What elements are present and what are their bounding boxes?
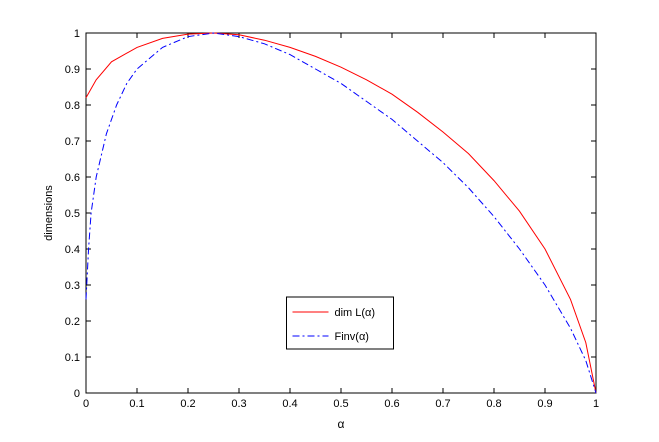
x-tick-label: 0.3	[231, 398, 246, 410]
y-tick-label: 0	[74, 388, 80, 400]
x-tick-label: 0.5	[333, 398, 348, 410]
x-tick-label: 0.7	[435, 398, 450, 410]
y-tick-label: 1	[74, 28, 80, 40]
legend-label: Finv(α)	[335, 331, 369, 343]
y-tick-label: 0.8	[65, 100, 80, 112]
legend-label: dim L(α)	[335, 307, 376, 319]
y-tick-label: 0.7	[65, 136, 80, 148]
x-axis-label: α	[338, 417, 345, 431]
y-tick-label: 0.6	[65, 172, 80, 184]
y-tick-label: 0.3	[65, 280, 80, 292]
y-tick-label: 0.2	[65, 316, 80, 328]
x-tick-label: 0.8	[486, 398, 501, 410]
x-tick-label: 1	[593, 398, 599, 410]
y-axis-label: dimensions	[43, 185, 55, 241]
line-series	[85, 32, 597, 394]
x-tick-label: 0.6	[384, 398, 399, 410]
y-tick-label: 0.4	[65, 244, 80, 256]
y-tick-label: 0.9	[65, 64, 80, 76]
legend-box	[286, 296, 394, 350]
line-series	[85, 32, 597, 394]
x-tick-label: 0.2	[180, 398, 195, 410]
x-tick-label: 0.4	[282, 398, 297, 410]
x-tick-label: 0.1	[129, 398, 144, 410]
x-tick-label: 0.9	[537, 398, 552, 410]
x-tick-label: 0	[83, 398, 89, 410]
y-tick-label: 0.5	[65, 208, 80, 220]
y-tick-label: 0.1	[65, 352, 80, 364]
